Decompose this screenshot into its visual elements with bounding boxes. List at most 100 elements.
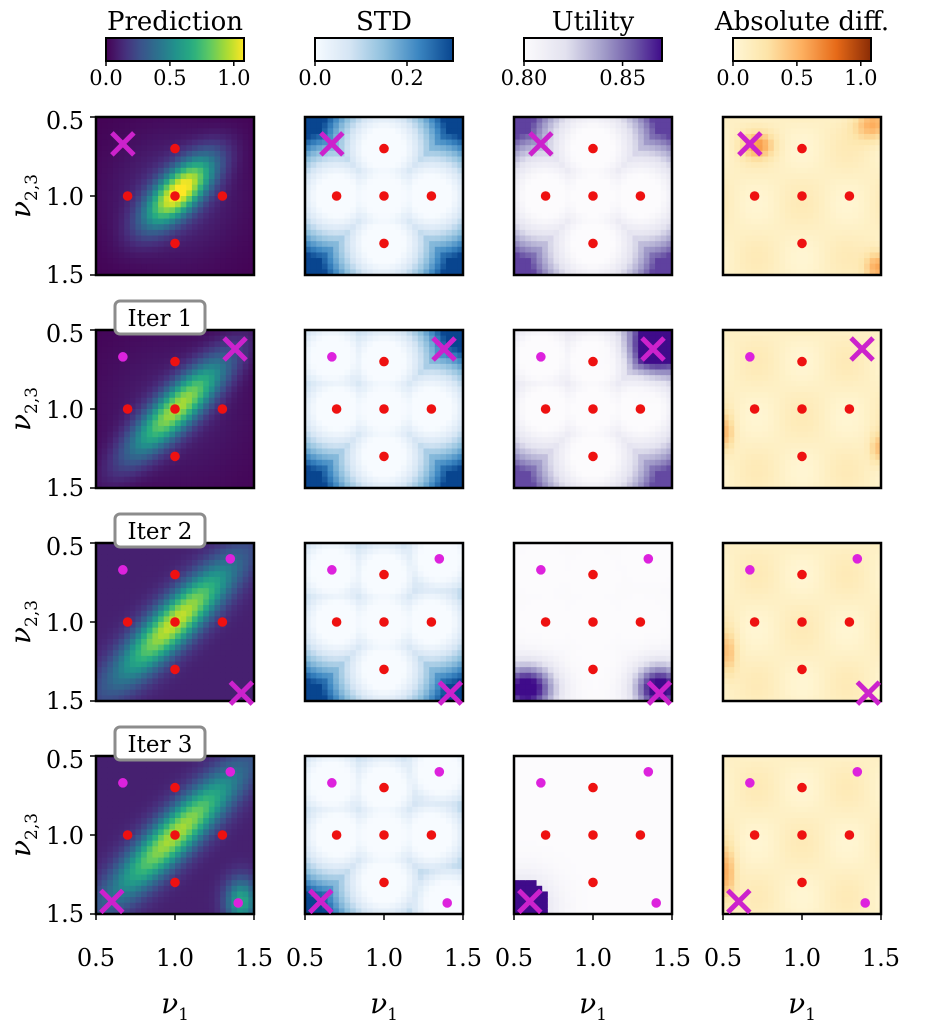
heat-cell — [316, 212, 323, 220]
heat-cell — [225, 263, 233, 270]
heat-cell — [406, 224, 413, 231]
heat-cell — [841, 156, 848, 163]
heat-cell — [615, 156, 622, 163]
heat-cell — [440, 156, 447, 163]
heat-cell — [310, 162, 317, 169]
heat-cell — [163, 346, 170, 354]
heat-cell — [96, 207, 103, 214]
heat-cell — [141, 425, 148, 433]
heat-cell — [423, 459, 430, 467]
heat-cell — [208, 448, 216, 455]
heat-cell — [457, 358, 464, 365]
heat-cell — [220, 397, 227, 404]
heat-cell — [824, 235, 831, 242]
heat-cell — [576, 207, 583, 214]
heat-cell — [723, 196, 730, 203]
heat-cell — [649, 184, 656, 191]
heat-cell — [107, 375, 114, 382]
heat-cell — [367, 431, 374, 438]
heat-cell — [169, 397, 176, 404]
heat-cell — [367, 145, 374, 152]
heat-cell — [440, 218, 447, 225]
heat-cell — [593, 246, 600, 254]
heat-cell — [423, 190, 430, 197]
heat-cell — [446, 454, 453, 461]
heat-cell — [423, 420, 430, 427]
heat-cell — [581, 235, 588, 242]
heat-cell — [536, 128, 543, 135]
heat-cell — [858, 212, 865, 220]
heat-cell — [621, 179, 628, 186]
heat-cell — [519, 482, 526, 489]
colorbar-tick-label: 0.0 — [716, 66, 749, 90]
heat-cell — [96, 218, 103, 225]
heat-cell — [434, 465, 442, 472]
heat-cell — [367, 459, 374, 467]
heat-cell — [248, 482, 255, 489]
heat-cell — [395, 409, 402, 416]
heat-cell — [197, 196, 204, 203]
heat-cell — [389, 448, 396, 455]
heat-cell — [191, 201, 199, 208]
heat-cell — [813, 263, 820, 270]
heat-cell — [384, 162, 391, 169]
heat-cell — [96, 263, 103, 270]
heat-cell — [581, 258, 588, 265]
heat-cell — [598, 252, 605, 259]
heat-cell — [242, 252, 249, 259]
heat-cell — [112, 196, 120, 203]
heat-cell — [649, 246, 656, 254]
heat-cell — [124, 235, 131, 242]
heat-cell — [660, 150, 667, 158]
heat-cell — [152, 263, 159, 270]
heat-cell — [621, 190, 628, 197]
heat-cell — [762, 263, 769, 270]
heat-cell — [220, 162, 227, 169]
heat-cell — [841, 167, 848, 175]
heat-cell — [593, 184, 600, 191]
heat-cell — [248, 465, 255, 472]
heat-cell — [152, 437, 159, 444]
heat-cell — [355, 190, 363, 197]
heat-cell — [434, 375, 442, 382]
heat-cell — [785, 207, 792, 214]
heat-cell — [807, 246, 814, 254]
heat-cell — [305, 358, 312, 365]
heat-cell — [739, 212, 747, 220]
heat-cell — [643, 207, 651, 214]
heat-cell — [310, 179, 317, 186]
heat-cell — [406, 212, 413, 220]
heat-cell — [344, 409, 351, 416]
heat-cell — [214, 246, 221, 254]
heat-cell — [310, 459, 317, 467]
heat-cell — [361, 352, 368, 359]
heat-cell — [525, 420, 532, 427]
heat-cell — [361, 184, 368, 191]
heat-cell — [355, 471, 363, 478]
heat-cell — [446, 133, 453, 141]
heat-cell — [869, 179, 876, 186]
heat-cell — [321, 431, 329, 438]
heat-cell — [412, 162, 419, 169]
heat-cell — [214, 150, 221, 158]
heat-cell — [350, 218, 357, 225]
heat-cell — [225, 229, 233, 237]
heat-cell — [112, 358, 120, 365]
heat-cell — [152, 252, 159, 259]
heat-cell — [118, 122, 125, 129]
heat-cell — [242, 224, 249, 231]
heat-cell — [338, 414, 346, 421]
heat-cell — [389, 335, 396, 342]
heat-cell — [417, 201, 425, 208]
heat-cell — [615, 212, 622, 220]
heat-cell — [790, 258, 797, 265]
heat-cell — [237, 162, 244, 169]
heat-cell — [417, 448, 425, 455]
heat-cell — [316, 246, 323, 254]
heat-cell — [112, 241, 120, 248]
heat-cell — [101, 173, 108, 180]
heat-cell — [423, 341, 430, 348]
heat-cell — [643, 263, 651, 270]
heat-cell — [175, 133, 182, 141]
heat-cell — [400, 122, 408, 129]
